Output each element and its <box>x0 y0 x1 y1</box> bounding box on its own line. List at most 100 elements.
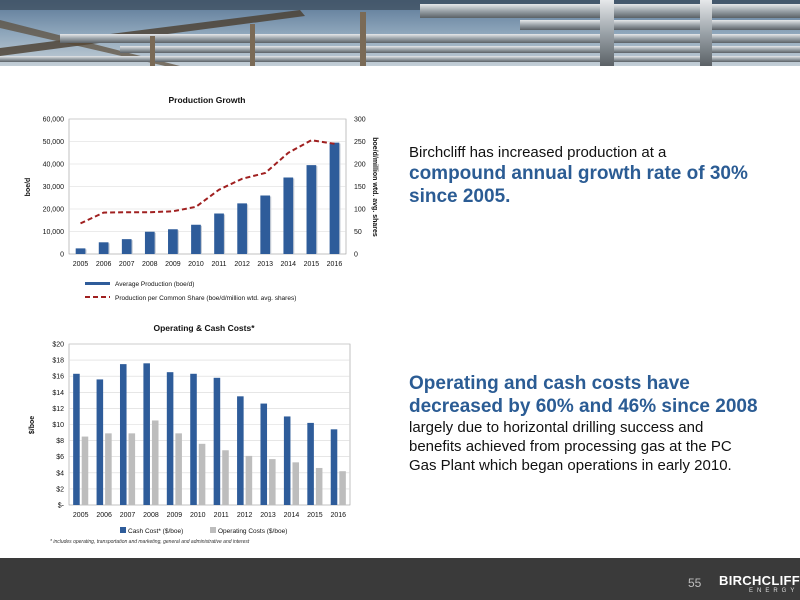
chart1-x-tick: 2015 <box>304 261 320 268</box>
chart1-y-tick: 0 <box>60 252 64 259</box>
chart1-y2-axis-label: boe/d/million wtd. avg. shares <box>371 137 378 237</box>
chart1-x-tick: 2006 <box>96 261 112 268</box>
chart1-legend-label-line: Production per Common Share (boe/d/milli… <box>115 295 296 302</box>
chart2-bar-operating <box>315 467 323 505</box>
chart1-y2-tick: 150 <box>354 184 366 191</box>
chart2-legend-label-operating: Operating Costs ($/boe) <box>218 528 287 535</box>
chart2-title: Operating & Cash Costs* <box>153 323 255 333</box>
chart1-y-tick: 30,000 <box>43 184 65 191</box>
chart2-bar-operating <box>128 433 136 505</box>
chart1-title: Production Growth <box>169 95 246 105</box>
chart2-bar-operating <box>339 471 346 505</box>
chart1-bar <box>237 203 247 254</box>
chart1-y-tick: 40,000 <box>43 162 65 169</box>
chart1-bar <box>75 248 86 254</box>
header-banner-photo <box>0 0 800 66</box>
chart1-bar <box>98 242 109 254</box>
production-growth-highlight: compound annual growth rate of 30% since… <box>409 163 748 207</box>
chart1-y-axis-label: boe/d <box>25 178 32 197</box>
chart2-legend-label-cash: Cash Cost* ($/boe) <box>128 528 183 535</box>
chart2-x-tick: 2006 <box>96 512 112 519</box>
production-growth-intro: Birchcliff has increased production at a <box>409 144 667 161</box>
chart2-bar-cash <box>73 373 80 505</box>
chart1-y2-tick: 200 <box>354 162 366 169</box>
chart2-bar-cash <box>96 379 104 505</box>
chart1-y-tick: 20,000 <box>43 207 65 214</box>
chart2-bar-cash <box>330 429 338 505</box>
chart2-x-tick: 2007 <box>120 512 136 519</box>
chart1-x-tick: 2009 <box>165 261 181 268</box>
chart2-y-tick-labels: $- $2 $4 $6 $8 $10 $12 $14 $16 $18 $20 <box>52 342 64 510</box>
chart2-y-tick: $14 <box>52 390 64 397</box>
chart2-bars <box>73 363 346 505</box>
pipes-photo-illustration <box>0 0 800 66</box>
chart1-bar <box>260 195 271 254</box>
chart1-y2-tick-labels: 0 50 100 150 200 250 300 <box>354 117 366 259</box>
chart2-bar-operating <box>81 436 89 505</box>
chart2-bar-cash <box>260 403 268 505</box>
chart1-y2-tick: 250 <box>354 139 366 146</box>
chart2-y-tick: $20 <box>52 342 64 349</box>
chart1-bar <box>214 213 224 254</box>
chart1-bar <box>144 231 155 254</box>
chart1-x-tick: 2005 <box>73 261 89 268</box>
chart1-bar <box>191 224 201 254</box>
chart2-bar-operating <box>269 459 276 505</box>
chart1-gridlines <box>69 118 346 232</box>
page-number: 55 <box>688 576 702 590</box>
chart1-x-tick: 2008 <box>142 261 158 268</box>
chart1-x-tick: 2016 <box>327 261 343 268</box>
chart1-bars <box>75 142 341 254</box>
chart2-x-tick: 2008 <box>143 512 159 519</box>
birchcliff-logo: BIRCHCLIFF ENERGY <box>719 574 800 595</box>
chart2-y-tick: $6 <box>56 454 64 461</box>
chart2-bar-operating <box>175 433 182 505</box>
chart2-y-tick: $18 <box>52 358 64 365</box>
chart2-x-tick: 2016 <box>331 512 347 519</box>
chart2-x-tick-labels: 2005 2006 2007 2008 2009 2010 2011 2012 2013 2014… <box>73 512 346 519</box>
cost-reduction-text: Operating and cash costs have decreased … <box>409 372 759 475</box>
footer-bar <box>0 558 800 600</box>
chart2-bar-operating <box>245 455 253 505</box>
chart1-bar <box>283 177 294 254</box>
chart2-legend-swatch-operating <box>210 527 216 533</box>
chart1-y2-tick: 100 <box>354 207 366 214</box>
chart2-y-tick: $4 <box>56 470 64 477</box>
chart2-gridlines <box>69 343 350 490</box>
cost-reduction-highlight: Operating and cash costs have decreased … <box>409 373 758 417</box>
chart1-y-tick: 60,000 <box>43 117 65 124</box>
chart1-x-tick: 2011 <box>212 261 227 268</box>
chart2-x-tick: 2013 <box>260 512 276 519</box>
chart2-bar-operating <box>105 433 112 505</box>
chart1-y-tick: 50,000 <box>43 139 65 146</box>
chart2-bar-cash <box>213 377 221 505</box>
chart2-bar-cash <box>143 363 150 505</box>
chart2-y-tick: $16 <box>52 374 64 381</box>
chart1-series-line <box>80 139 335 225</box>
chart1-x-tick: 2014 <box>281 261 297 268</box>
cost-reduction-body: largely due to horizontal drilling succe… <box>409 419 732 474</box>
chart1-x-tick: 2012 <box>234 261 250 268</box>
production-growth-chart: Production Growth 0 10,000 20,000 30,000 40,… <box>25 95 378 302</box>
chart1-y2-tick: 50 <box>354 229 362 236</box>
chart2-bar-operating <box>151 420 159 505</box>
chart2-x-tick: 2015 <box>307 512 323 519</box>
chart2-bar-cash <box>119 364 127 505</box>
chart2-legend-swatch-cash <box>120 527 126 533</box>
chart1-y-tick-labels: 0 10,000 20,000 30,000 40,000 50,000 60,000 <box>43 117 65 259</box>
chart1-x-tick: 2007 <box>119 261 135 268</box>
chart2-x-tick: 2010 <box>190 512 206 519</box>
chart2-bar-cash <box>166 372 174 505</box>
chart1-bar <box>329 142 340 254</box>
chart1-bar <box>168 229 178 254</box>
chart1-legend-swatch-bar <box>85 282 110 285</box>
chart2-y-tick: $8 <box>56 438 64 445</box>
chart2-x-tick: 2009 <box>167 512 183 519</box>
chart2-bar-operating <box>222 450 229 505</box>
chart2-bar-operating <box>292 462 300 505</box>
chart2-y-tick: $10 <box>52 422 64 429</box>
chart2-x-tick: 2011 <box>214 512 229 519</box>
chart1-y2-tick: 300 <box>354 117 366 124</box>
chart2-bar-cash <box>190 373 197 505</box>
chart1-bar <box>306 165 317 254</box>
